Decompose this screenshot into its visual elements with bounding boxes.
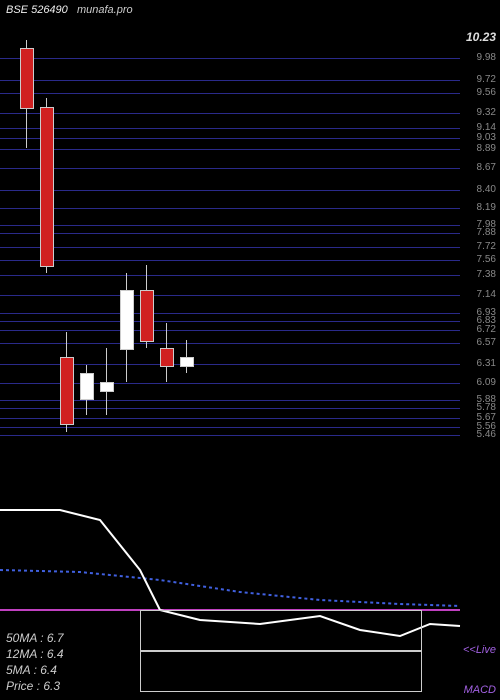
- price-axis-label: 7.38: [477, 271, 496, 279]
- grid-line: [0, 295, 460, 296]
- site-label: munafa.pro: [77, 4, 133, 16]
- grid-line: [0, 233, 460, 234]
- price-axis-label: 6.72: [477, 326, 496, 334]
- price-axis-label: 9.56: [477, 89, 496, 97]
- candle-body: [160, 348, 174, 367]
- macd-hist-box-inner: [140, 650, 422, 692]
- macd-hist-box: [140, 610, 422, 652]
- price-axis-label: 6.09: [477, 379, 496, 387]
- price-panel: 10.23 9.989.729.569.329.149.038.898.678.…: [0, 40, 500, 440]
- symbol-label: 526490: [31, 4, 68, 16]
- indicator-line: [0, 570, 460, 606]
- grid-line: [0, 149, 460, 150]
- candle-body: [40, 107, 54, 267]
- price-axis-label: 6.31: [477, 360, 496, 368]
- price-label: Price : 6.3: [6, 678, 64, 694]
- grid-line: [0, 168, 460, 169]
- candle-body: [100, 382, 114, 392]
- price-axis-label: 8.40: [477, 186, 496, 194]
- grid-line: [0, 138, 460, 139]
- price-axis-label: 9.72: [477, 76, 496, 84]
- grid-line: [0, 225, 460, 226]
- chart-header: BSE 526490 munafa.pro: [6, 4, 133, 16]
- grid-line: [0, 247, 460, 248]
- macd-label: MACD: [464, 684, 496, 696]
- price-axis-label: 5.46: [477, 431, 496, 439]
- candle-body: [140, 290, 154, 342]
- grid-line: [0, 93, 460, 94]
- price-axis-label: 9.03: [477, 134, 496, 142]
- ma5-label: 5MA : 6.4: [6, 662, 64, 678]
- exchange-label: BSE: [6, 4, 28, 16]
- price-axis-label: 8.19: [477, 204, 496, 212]
- price-axis-label: 8.67: [477, 164, 496, 172]
- grid-line: [0, 330, 460, 331]
- grid-line: [0, 313, 460, 314]
- grid-line: [0, 128, 460, 129]
- ma-info-box: 50MA : 6.7 12MA : 6.4 5MA : 6.4 Price : …: [6, 630, 64, 694]
- candle-body: [80, 373, 94, 400]
- price-axis-label: 8.89: [477, 145, 496, 153]
- top-price-label: 10.23: [466, 30, 496, 44]
- price-axis-label: 7.72: [477, 243, 496, 251]
- grid-line: [0, 321, 460, 322]
- candle-body: [60, 357, 74, 426]
- candle-body: [20, 48, 34, 108]
- grid-line: [0, 260, 460, 261]
- grid-line: [0, 190, 460, 191]
- live-label: <<Live: [463, 644, 496, 656]
- grid-line: [0, 435, 460, 436]
- grid-line: [0, 80, 460, 81]
- price-axis-label: 6.57: [477, 339, 496, 347]
- grid-line: [0, 58, 460, 59]
- chart-container: BSE 526490 munafa.pro 10.23 9.98 9.72 9.56…: [0, 0, 500, 700]
- price-axis-label: 9.32: [477, 109, 496, 117]
- candle-body: [120, 290, 134, 350]
- price-axis-label: 9.98: [477, 54, 496, 62]
- ma12-label: 12MA : 6.4: [6, 646, 64, 662]
- ma50-label: 50MA : 6.7: [6, 630, 64, 646]
- grid-line: [0, 275, 460, 276]
- price-axis-label: 7.88: [477, 229, 496, 237]
- price-axis-label: 7.56: [477, 256, 496, 264]
- grid-line: [0, 208, 460, 209]
- candle-body: [180, 357, 194, 367]
- indicator-panel: <<Live MACD: [0, 500, 500, 700]
- price-axis-label: 7.14: [477, 291, 496, 299]
- grid-line: [0, 343, 460, 344]
- grid-line: [0, 113, 460, 114]
- grid-line: [0, 427, 460, 428]
